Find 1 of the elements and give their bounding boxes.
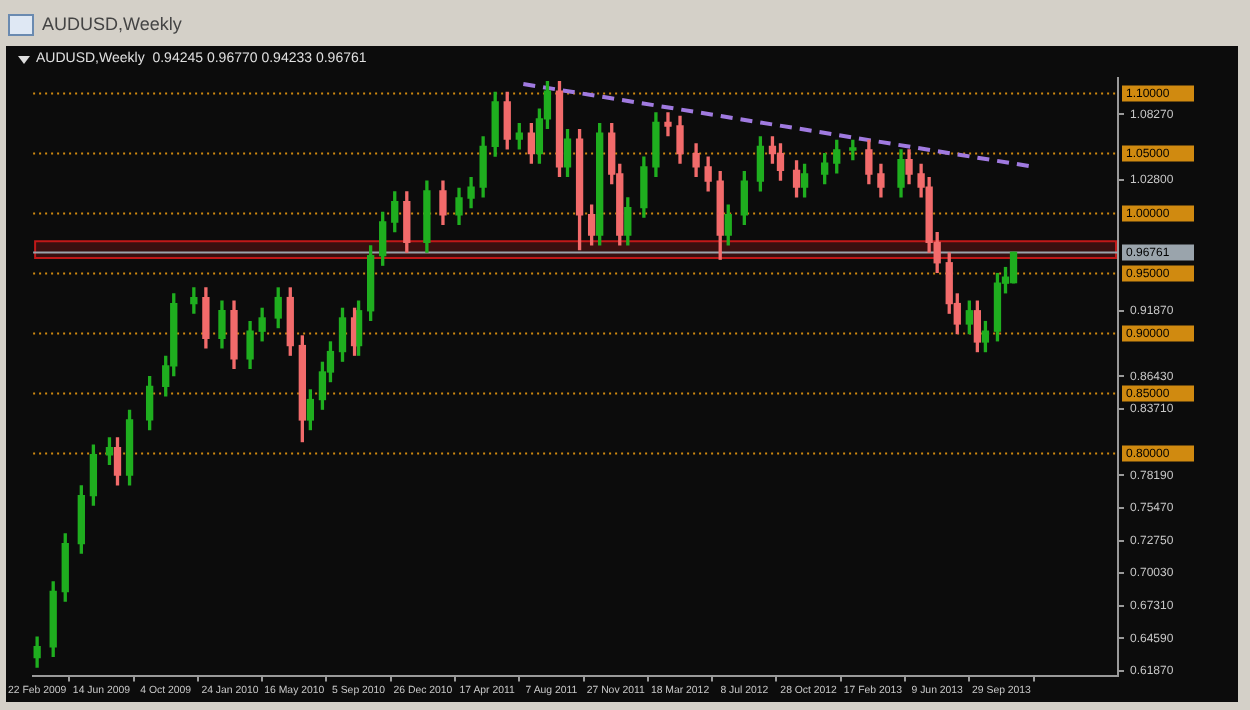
chart-title: AUDUSD,Weekly [42, 14, 182, 34]
